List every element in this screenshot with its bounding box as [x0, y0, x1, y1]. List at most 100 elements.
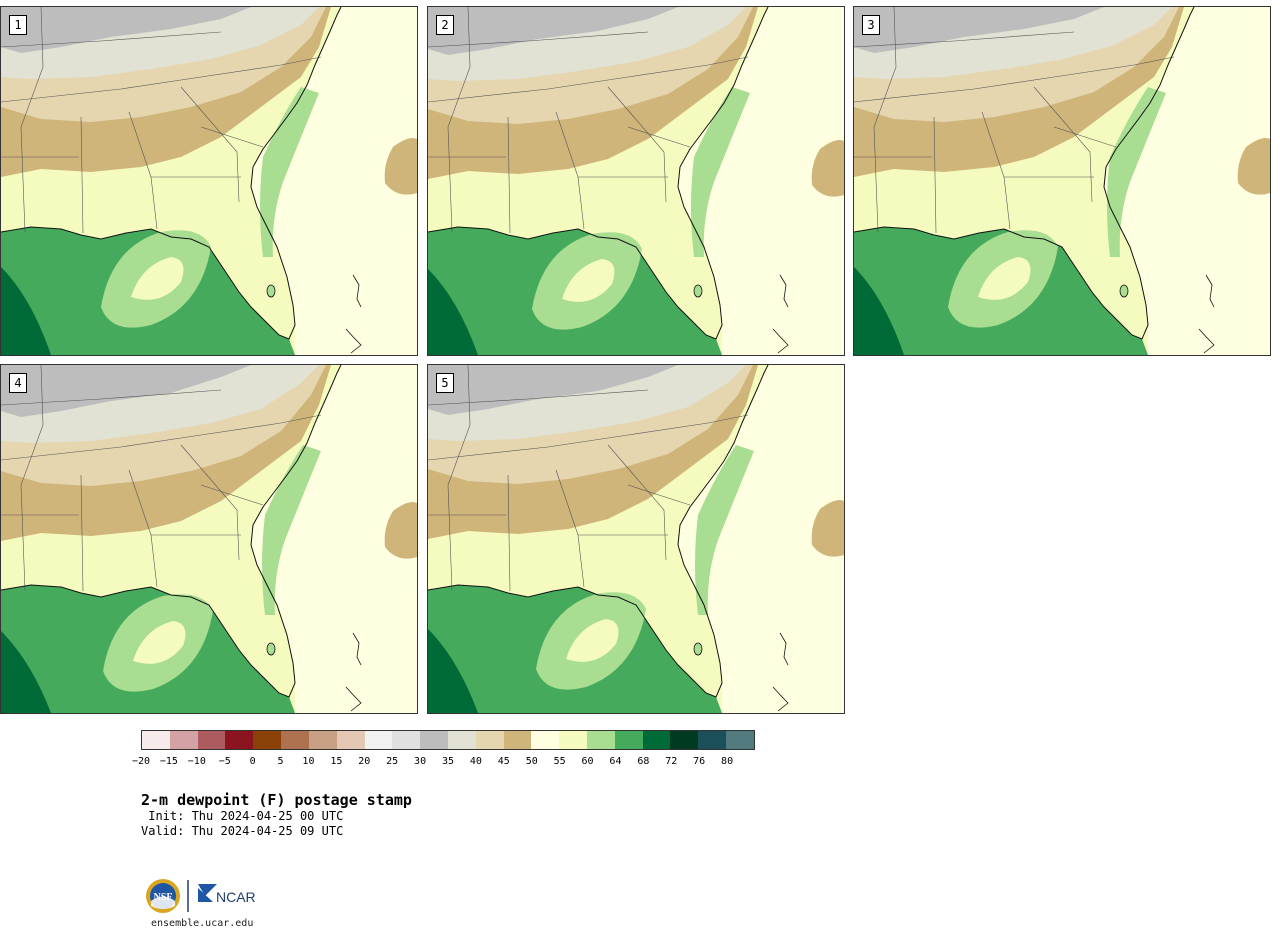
bahamas-islands — [779, 274, 789, 308]
postage-stamp-panel-2: 2 — [427, 6, 845, 356]
state-border — [447, 365, 471, 591]
state-border — [1, 389, 222, 406]
coastline — [428, 365, 769, 698]
dewpoint-map — [1, 365, 417, 713]
colorbar — [141, 730, 755, 750]
dry-below-30 — [1, 365, 251, 417]
colorbar-tick-label: 40 — [469, 756, 482, 767]
nsf-logo-icon: NSF — [146, 879, 180, 913]
deep-moist-sw — [1, 631, 51, 713]
state-border — [607, 86, 667, 203]
bahamas-islands — [772, 686, 789, 712]
colorbar-tick-label: 80 — [721, 756, 734, 767]
gulf-dry-core — [131, 257, 184, 300]
colorbar-tick-label: 20 — [358, 756, 371, 767]
colorbar-swatch — [336, 731, 365, 749]
atlantic-ocean — [678, 365, 844, 713]
colorbar-swatch — [475, 731, 504, 749]
bahamas-islands — [779, 632, 789, 666]
state-border — [933, 116, 937, 234]
lake-okeechobee — [266, 284, 276, 298]
member-number-label: 4 — [9, 373, 27, 393]
svg-text:NCAR: NCAR — [216, 889, 256, 905]
bahamas-islands — [352, 632, 362, 666]
state-border — [507, 474, 511, 592]
gulf-dry-core — [133, 621, 186, 664]
ncar-logo-icon: NCAR — [198, 884, 256, 905]
bahamas-islands — [772, 328, 789, 354]
colorbar-tick-label: −20 — [131, 756, 151, 767]
colorbar-tick-label: 5 — [277, 756, 284, 767]
offshore-dry-patch — [384, 138, 417, 195]
state-border — [200, 126, 264, 148]
dry-below-30 — [1, 7, 251, 53]
offshore-dry-patch — [811, 500, 844, 557]
state-border — [1053, 126, 1117, 148]
deep-moist-sw — [1, 267, 51, 355]
bahamas-islands — [345, 328, 362, 354]
colorbar-swatch — [364, 731, 393, 749]
colorbar-swatch — [726, 731, 754, 749]
dewpoint-map — [428, 365, 844, 713]
state-border — [80, 474, 84, 592]
offshore-dry-patch — [811, 140, 844, 197]
colorbar-swatch — [503, 731, 532, 749]
moist-band-atlantic — [262, 445, 321, 615]
colorbar-swatch — [281, 731, 309, 749]
moist-band-atlantic — [695, 445, 754, 615]
atlantic-ocean — [251, 365, 417, 713]
state-border — [607, 444, 667, 561]
dry-below-30 — [854, 7, 1104, 53]
colorbar-swatch — [670, 731, 699, 749]
colorbar-swatch — [587, 731, 615, 749]
colorbar-tick-label: 72 — [665, 756, 678, 767]
dewpoint-map — [1, 7, 417, 355]
bahamas-islands — [352, 274, 362, 308]
state-border — [627, 126, 691, 148]
lake-okeechobee — [266, 642, 276, 656]
site-url: ensemble.ucar.edu — [151, 918, 254, 929]
gulf-dry-core — [978, 257, 1031, 300]
state-border — [80, 116, 84, 234]
coastline — [854, 7, 1195, 340]
init-time: Init: Thu 2024-04-25 00 UTC — [141, 809, 344, 823]
colorbar-swatch — [253, 731, 282, 749]
atlantic-ocean — [678, 7, 844, 355]
state-border — [507, 116, 511, 234]
colorbar-tick-label: 68 — [637, 756, 650, 767]
state-border — [428, 414, 749, 461]
coastline — [1, 365, 342, 698]
colorbar-tick-label: 64 — [609, 756, 622, 767]
moist-band-atlantic — [691, 87, 750, 257]
lake-okeechobee — [693, 642, 703, 656]
colorbar-tick-label: 25 — [386, 756, 399, 767]
atlantic-ocean — [251, 7, 417, 355]
colorbar-tick-label: 35 — [441, 756, 455, 767]
lake-okeechobee — [1119, 284, 1129, 298]
coastline — [1, 7, 342, 340]
deep-moist-sw — [428, 629, 478, 713]
state-border — [1, 31, 222, 48]
colorbar-swatch — [614, 731, 643, 749]
colorbar-tick-label: 55 — [553, 756, 566, 767]
state-border — [1, 56, 322, 103]
dewpoint-map — [428, 7, 844, 355]
dry-below-30 — [428, 365, 678, 415]
colorbar-swatch — [197, 731, 226, 749]
member-number-label: 1 — [9, 15, 27, 35]
state-border — [428, 56, 749, 103]
colorbar-tick-label: −10 — [187, 756, 206, 767]
state-border — [428, 389, 649, 406]
state-border — [1, 414, 322, 461]
colorbar-swatch — [642, 731, 671, 749]
colorbar-tick-label: 10 — [302, 756, 315, 767]
colorbar-swatch — [225, 731, 254, 749]
colorbar-tick-label: −5 — [218, 756, 231, 767]
offshore-dry-patch — [384, 502, 417, 559]
postage-stamp-panel-1: 1 — [0, 6, 418, 356]
state-border — [854, 56, 1175, 103]
postage-stamp-panel-5: 5 — [427, 364, 845, 714]
state-border — [180, 444, 240, 561]
state-border — [447, 7, 471, 233]
member-number-label: 3 — [862, 15, 880, 35]
